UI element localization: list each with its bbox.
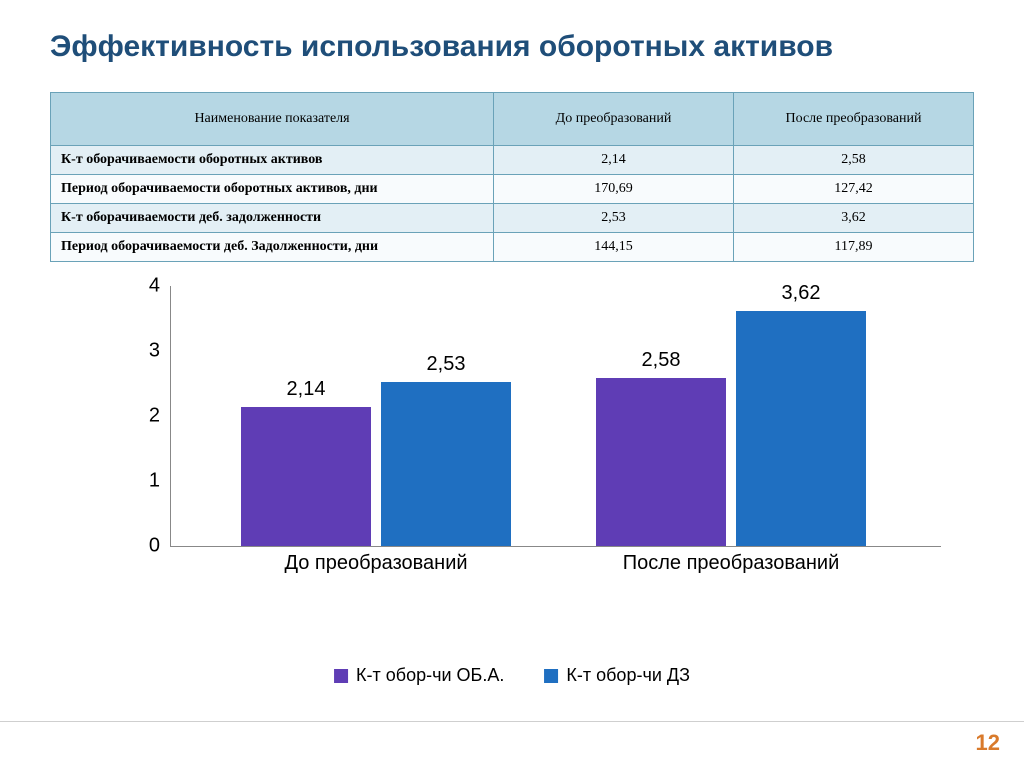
row-after: 117,89 (734, 233, 974, 262)
legend-item: К-т обор-чи ДЗ (544, 665, 690, 686)
table-row: Период оборачиваемости оборотных активов… (51, 175, 974, 204)
bar-value-label: 2,53 (427, 353, 466, 376)
indicators-table: Наименование показателя До преобразовани… (50, 92, 974, 262)
page-title: Эффективность использования оборотных ак… (50, 30, 974, 64)
bar: 2,14 (241, 407, 371, 546)
legend-swatch (334, 669, 348, 683)
row-after: 3,62 (734, 204, 974, 233)
legend-label: К-т обор-чи ОБ.А. (356, 665, 504, 686)
category-label: До преобразований (284, 552, 467, 575)
chart-legend: К-т обор-чи ОБ.А. К-т обор-чи ДЗ (334, 665, 690, 686)
row-after: 127,42 (734, 175, 974, 204)
row-before: 144,15 (494, 233, 734, 262)
footer-divider (0, 721, 1024, 722)
table-header: До преобразований (494, 93, 734, 146)
row-before: 2,14 (494, 146, 734, 175)
row-name: Период оборачиваемости оборотных активов… (51, 175, 494, 204)
chart-plot-area: 2,142,53До преобразований2,583,62После п… (170, 286, 941, 547)
row-after: 2,58 (734, 146, 974, 175)
row-name: К-т оборачиваемости деб. задолженности (51, 204, 494, 233)
table-header: Наименование показателя (51, 93, 494, 146)
chart-y-axis: 01234 (130, 286, 160, 546)
y-tick-label: 0 (130, 535, 160, 558)
bar-value-label: 2,14 (287, 378, 326, 401)
y-tick-label: 2 (130, 405, 160, 428)
y-tick-label: 4 (130, 275, 160, 298)
table-row: К-т оборачиваемости оборотных активов2,1… (51, 146, 974, 175)
legend-item: К-т обор-чи ОБ.А. (334, 665, 504, 686)
table-row: К-т оборачиваемости деб. задолженности2,… (51, 204, 974, 233)
row-before: 2,53 (494, 204, 734, 233)
table-row: Период оборачиваемости деб. Задолженност… (51, 233, 974, 262)
row-before: 170,69 (494, 175, 734, 204)
table-header: После преобразований (734, 93, 974, 146)
bar-value-label: 2,58 (642, 349, 681, 372)
row-name: Период оборачиваемости деб. Задолженност… (51, 233, 494, 262)
table-header-row: Наименование показателя До преобразовани… (51, 93, 974, 146)
legend-label: К-т обор-чи ДЗ (566, 665, 690, 686)
category-label: После преобразований (623, 552, 840, 575)
bar-value-label: 3,62 (782, 282, 821, 305)
y-tick-label: 3 (130, 340, 160, 363)
legend-swatch (544, 669, 558, 683)
row-name: К-т оборачиваемости оборотных активов (51, 146, 494, 175)
slide: Эффективность использования оборотных ак… (0, 0, 1024, 768)
bar: 2,58 (596, 378, 726, 546)
bar: 3,62 (736, 311, 866, 546)
bar: 2,53 (381, 382, 511, 546)
bar-chart: 01234 2,142,53До преобразований2,583,62П… (50, 286, 974, 616)
page-number: 12 (976, 730, 1000, 756)
y-tick-label: 1 (130, 470, 160, 493)
